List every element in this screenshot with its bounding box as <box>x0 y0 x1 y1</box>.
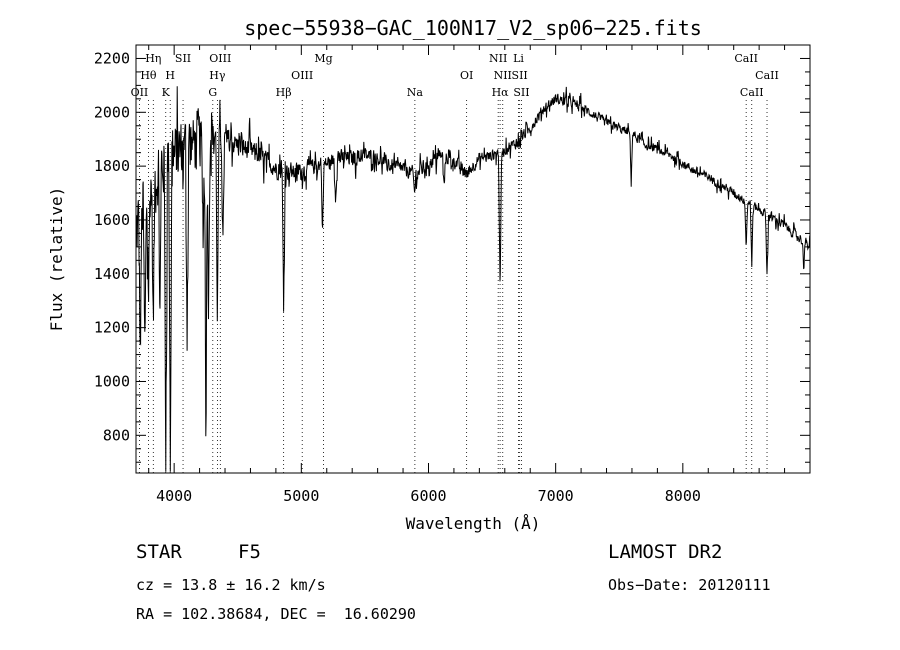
spectrum-line <box>135 86 811 472</box>
line-label: Hη <box>145 52 161 65</box>
line-label: OIII <box>209 52 231 65</box>
line-label: H <box>165 69 175 82</box>
y-tick-label: 1200 <box>94 319 130 337</box>
line-label: CaII <box>734 52 758 65</box>
redshift-cz: cz = 13.8 ± 16.2 km/s <box>136 576 326 594</box>
line-label: CaII <box>755 69 779 82</box>
y-tick-label: 1000 <box>94 372 130 390</box>
sky-coordinates: RA = 102.38684, DEC = 16.60290 <box>136 605 416 623</box>
line-label: SII <box>175 52 191 65</box>
line-label: Hθ <box>140 69 157 82</box>
line-label: Na <box>407 86 424 99</box>
line-label: Hα <box>492 86 510 99</box>
y-tick-label: 2200 <box>94 49 130 67</box>
survey-name: LAMOST DR2 <box>608 541 723 563</box>
y-tick-label: 2000 <box>94 103 130 121</box>
line-label: Mg <box>314 52 332 65</box>
line-label: G <box>208 86 217 99</box>
line-label: CaII <box>740 86 764 99</box>
y-axis: 800 1000 1200 1400 1600 1800 2000 2200 <box>94 49 810 463</box>
line-label: Hβ <box>276 86 292 99</box>
y-tick-label: 1600 <box>94 211 130 229</box>
x-tick-label: 8000 <box>665 487 701 505</box>
y-tick-label: 1800 <box>94 157 130 175</box>
x-tick-label: 5000 <box>283 487 319 505</box>
y-tick-label: 1400 <box>94 265 130 283</box>
observation-date: Obs−Date: 20120111 <box>608 576 771 594</box>
chart-title: spec−55938−GAC_100N17_V2_sp06−225.fits <box>244 16 702 40</box>
line-label: SII <box>512 69 528 82</box>
spectral-line-markers <box>139 100 768 473</box>
object-subclass: F5 <box>238 541 261 563</box>
line-label: Li <box>513 52 524 65</box>
x-axis-label: Wavelength (Å) <box>406 514 541 533</box>
object-class: STAR <box>136 541 182 563</box>
line-label: OIII <box>291 69 313 82</box>
line-label: OI <box>460 69 473 82</box>
line-label: NII <box>494 69 512 82</box>
x-tick-label: 7000 <box>538 487 574 505</box>
line-label: K <box>162 86 171 99</box>
line-label: Hγ <box>209 69 226 82</box>
x-axis: 4000 5000 6000 7000 8000 <box>148 45 786 505</box>
y-tick-label: 800 <box>103 426 130 444</box>
y-axis-label: Flux (relative) <box>47 187 66 332</box>
x-tick-label: 4000 <box>156 487 192 505</box>
plot-frame <box>135 44 811 474</box>
x-tick-label: 6000 <box>410 487 446 505</box>
line-label: NII <box>489 52 507 65</box>
line-label: OII <box>131 86 149 99</box>
line-label: SII <box>513 86 529 99</box>
